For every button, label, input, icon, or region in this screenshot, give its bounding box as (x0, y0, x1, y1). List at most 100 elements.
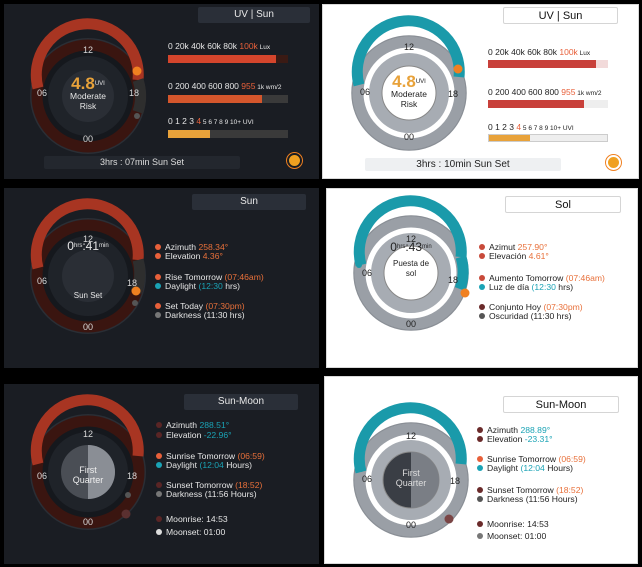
uvi-bar (168, 130, 288, 138)
uv-value: 4.8 (392, 72, 416, 91)
lux-bar-fill (488, 60, 596, 68)
sun-position-marker (132, 66, 142, 76)
hour-18-label: 18 (449, 476, 460, 486)
risk-line1: Moderate (70, 91, 106, 101)
daylight-line: Daylight (12:04 Hours) (156, 460, 252, 471)
panel-title: Sun (192, 194, 306, 210)
darkness-line: Darkness (11:30 hrs) (155, 310, 245, 321)
moonset-line: Moonset: 01:00 (477, 531, 546, 542)
hour-12-label: 12 (403, 42, 414, 52)
sun-moon-panel-light: Sun-Moon 12 06 18 00 First Quarter Azimu… (324, 376, 638, 564)
uv-value: 4.8 (71, 74, 95, 93)
elevation-line: Elevation 4.36° (155, 251, 223, 262)
lux-bar (488, 60, 608, 68)
hour-12-label: 12 (405, 431, 416, 441)
moonrise-line: Moonrise: 14:53 (156, 514, 228, 525)
darkness-line: Darkness (11:56 Hours) (477, 494, 578, 505)
sunset-label: Puesta de sol (392, 259, 430, 278)
risk-line2: Risk (79, 101, 97, 111)
hour-06-label: 06 (36, 471, 47, 481)
sunset-timer: 0hrs:43min (390, 240, 432, 254)
daylight-line: Daylight (12:04 Hours) (477, 463, 573, 474)
lux-bar (168, 55, 288, 63)
hour-12-label: 12 (405, 234, 416, 244)
sunset-label: Sun Set (73, 291, 103, 300)
uv-sun-panel-light: UV | Sun 12 06 18 00 4.8UVI Moderate Ris… (322, 4, 639, 179)
set-today-line: Conjunto Hoy (07:30pm) (479, 302, 583, 313)
panel-title: UV | Sun (503, 7, 618, 24)
hour-00-label: 00 (82, 134, 93, 144)
azimuth-line: Azimuth 288.89° (477, 425, 550, 436)
sun-panel-light: Sol 12 06 18 00 0hrs:43min Puesta de sol… (326, 188, 638, 368)
hour-18-label: 18 (447, 275, 458, 285)
sunset-timer: 0hrs:41min (67, 239, 109, 253)
uv-index-readout: 4.8UVI Moderate Risk (58, 75, 118, 111)
wm2-bar (168, 95, 288, 103)
moonset-line: Moonset: 01:00 (156, 527, 225, 538)
moonrise-line: Moonrise: 14:53 (477, 519, 549, 530)
sun-dial (353, 195, 470, 331)
sunrise-tomorrow-line: Sunrise Tomorrow (06:59) (156, 451, 265, 462)
panel-title: Sun-Moon (503, 396, 619, 413)
sun-position-marker (460, 288, 470, 298)
hour-12-label: 12 (82, 234, 93, 244)
darkness-line: Oscuridad (11:30 hrs) (479, 311, 571, 322)
sunrise-tomorrow-line: Sunrise Tomorrow (06:59) (477, 454, 586, 465)
wm2-scale-label: 0 200 400 600 800 955 1k wm/2 (488, 87, 602, 97)
risk-line1: Moderate (391, 89, 427, 99)
rise-tomorrow-line: Rise Tomorrow (07:46am) (155, 272, 264, 283)
set-today-line: Set Today (07:30pm) (155, 301, 245, 312)
uv-unit: UVI (94, 81, 105, 87)
elevation-line: Elevation -23.31° (477, 434, 553, 445)
elevation-line: Elevación 4.61° (479, 251, 549, 262)
hour-00-label: 00 (82, 322, 93, 332)
hour-00-label: 00 (403, 132, 414, 142)
hour-18-label: 18 (447, 89, 458, 99)
hour-00-label: 00 (405, 520, 416, 530)
azimuth-line: Azimut 257.90° (479, 242, 547, 253)
lux-bar-fill (168, 55, 276, 63)
uv-unit: UVI (415, 79, 426, 85)
moon-phase-shape (88, 445, 115, 499)
hour-00-label: 00 (82, 517, 93, 527)
hour-00-label: 00 (405, 319, 416, 329)
lux-scale-label: 0 20k 40k 60k 80k 100k Lux (168, 41, 271, 51)
wm2-bar-fill (168, 95, 262, 103)
uvi-scale-label: 0 1 2 3 4 5 6 7 8 9 10+ UVI (168, 116, 254, 126)
sun-icon (289, 155, 300, 166)
daylight-line: Luz de día (12:30 hrs) (479, 282, 573, 293)
uvi-bar-fill (168, 130, 210, 138)
sunset-tomorrow-line: Sunset Tomorrow (18:52) (477, 485, 583, 496)
moon-phase-shape (411, 452, 439, 508)
sunset-countdown: 3hrs : 10min Sun Set (365, 158, 561, 171)
sun-dial (30, 18, 147, 154)
uvi-bar (488, 134, 608, 142)
panel-title: Sol (505, 196, 621, 213)
azimuth-line: Azimuth 258.34° (155, 242, 228, 253)
wm2-bar-fill (488, 100, 584, 108)
sun-moon-dial (30, 394, 146, 530)
moon-phase-label: First Quarter (395, 468, 427, 488)
hour-12-label: 12 (82, 45, 93, 55)
uv-index-readout: 4.8UVI Moderate Risk (379, 73, 439, 109)
hour-06-label: 06 (36, 276, 47, 286)
panel-title: UV | Sun (198, 7, 310, 23)
hour-06-label: 06 (361, 268, 372, 278)
hour-18-label: 18 (128, 88, 139, 98)
wm2-scale-label: 0 200 400 600 800 955 1k wm/2 (168, 81, 282, 91)
daylight-line: Daylight (12:30 hrs) (155, 281, 240, 292)
sunset-tomorrow-line: Sunset Tomorrow (18:52) (156, 480, 262, 491)
sun-icon (608, 157, 619, 168)
uvi-scale-label: 0 1 2 3 4 5 6 7 8 9 10+ UVI (488, 122, 574, 132)
sun-moon-dial (353, 402, 469, 538)
hour-06-label: 06 (359, 87, 370, 97)
risk-line2: Risk (400, 99, 418, 109)
sun-dial (30, 198, 146, 334)
hour-18-label: 18 (126, 471, 137, 481)
uv-sun-panel-dark: UV | Sun 12 06 18 00 4.8UVI Moderate Ris… (4, 4, 319, 179)
hour-06-label: 06 (361, 474, 372, 484)
sun-panel-dark: Sun 12 06 18 00 0hrs:41min Sun Set Azimu… (4, 188, 319, 368)
panel-title: Sun-Moon (184, 394, 298, 410)
hour-18-label: 18 (126, 278, 137, 288)
lux-scale-label: 0 20k 40k 60k 80k 100k Lux (488, 47, 591, 57)
